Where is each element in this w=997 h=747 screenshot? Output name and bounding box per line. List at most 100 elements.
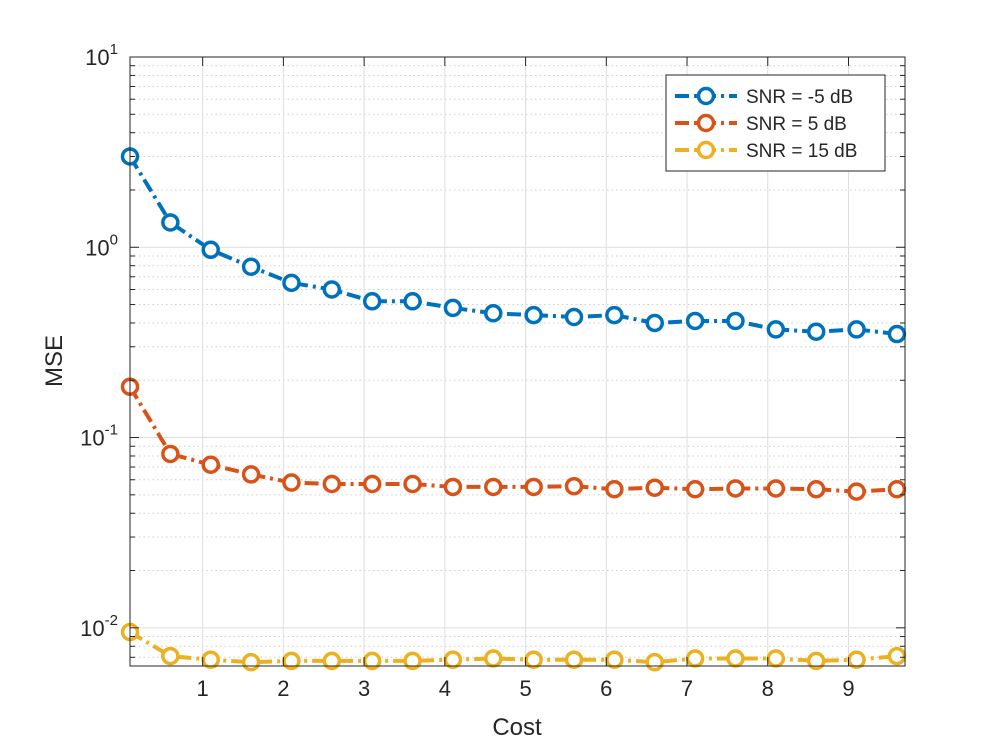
data-point <box>241 465 261 484</box>
data-point <box>766 649 786 668</box>
y-tick-base: 10 <box>80 616 104 641</box>
data-point <box>282 473 301 492</box>
data-point <box>766 320 786 339</box>
x-tick-label: 3 <box>358 676 370 701</box>
x-tick-label: 8 <box>762 676 774 701</box>
y-tick-label: 100 <box>85 231 118 260</box>
y-tick-label: 10-2 <box>80 612 118 641</box>
legend-item: SNR = -5 dB <box>675 86 853 108</box>
x-tick-label: 5 <box>519 676 531 701</box>
series-2 <box>120 377 907 501</box>
data-point <box>806 479 826 499</box>
legend: SNR = -5 dB SNR = 5 dB SNR = 15 dB <box>665 74 886 172</box>
series-line <box>128 630 898 665</box>
x-axis-label: Cost <box>492 714 542 741</box>
data-point <box>564 307 584 327</box>
x-tick-label: 9 <box>842 676 854 701</box>
y-tick-label: 10-1 <box>80 422 118 451</box>
x-tick-label: 7 <box>681 676 693 701</box>
data-point <box>443 650 463 669</box>
data-point <box>766 479 786 498</box>
data-point <box>847 650 866 669</box>
data-point <box>564 650 584 669</box>
x-tick-label: 2 <box>277 676 289 701</box>
x-tick-label: 6 <box>600 676 612 701</box>
data-point <box>726 479 745 498</box>
legend-item: SNR = 5 dB <box>675 113 847 135</box>
data-point <box>726 311 745 331</box>
data-point <box>201 240 220 260</box>
y-tick-base: 10 <box>80 426 104 451</box>
data-point <box>605 305 624 325</box>
legend-marker <box>696 86 716 106</box>
data-point <box>161 444 180 464</box>
data-point <box>524 477 543 497</box>
data-point <box>362 474 382 494</box>
data-point <box>403 292 422 311</box>
data-point <box>726 649 745 668</box>
data-point <box>403 651 422 671</box>
data-point <box>201 650 220 669</box>
legend-label: SNR = 5 dB <box>746 114 847 135</box>
data-point <box>484 477 503 497</box>
data-point <box>484 649 503 668</box>
data-point <box>887 479 907 499</box>
data-point <box>685 649 705 668</box>
legend-marker <box>696 140 716 160</box>
data-point <box>362 292 382 311</box>
data-point <box>685 479 705 499</box>
data-point <box>282 273 301 293</box>
data-point <box>484 304 503 323</box>
y-tick-exponent: 0 <box>110 231 118 248</box>
data-point <box>322 651 342 671</box>
legend-item: SNR = 15 dB <box>675 140 857 162</box>
y-tick-exponent: 1 <box>110 41 118 58</box>
data-point <box>161 646 180 666</box>
y-tick-base: 10 <box>85 45 109 70</box>
data-point <box>443 298 463 318</box>
plot-frame <box>129 56 906 667</box>
data-point <box>645 652 664 672</box>
series-1 <box>120 147 907 344</box>
y-axis-label: MSE <box>41 335 68 387</box>
data-point <box>645 313 664 333</box>
data-point <box>605 650 624 669</box>
y-tick-label: 101 <box>85 41 118 70</box>
data-point <box>322 280 342 299</box>
data-point <box>524 650 543 669</box>
data-point <box>201 455 220 474</box>
data-point <box>524 305 543 325</box>
data-point <box>645 478 664 497</box>
data-point <box>282 651 301 671</box>
y-tick-exponent: -2 <box>105 612 118 629</box>
data-point <box>887 646 907 666</box>
series-layer <box>120 147 907 672</box>
data-point <box>847 320 866 339</box>
y-tick-base: 10 <box>85 235 109 260</box>
data-point <box>443 477 463 497</box>
data-point <box>605 479 624 499</box>
x-tick-label: 4 <box>439 676 451 701</box>
y-tick-exponent: -1 <box>105 422 118 439</box>
data-point <box>403 474 422 494</box>
data-point <box>685 311 705 331</box>
x-axis: 1 2 3 4 5 6 7 8 9 <box>197 57 855 701</box>
legend-label: SNR = 15 dB <box>746 141 857 162</box>
data-point <box>362 651 382 671</box>
data-point <box>806 651 826 671</box>
legend-label: SNR = -5 dB <box>746 87 853 108</box>
minor-grid <box>130 65 905 658</box>
legend-marker <box>696 113 716 133</box>
data-point <box>241 652 261 672</box>
data-point <box>806 322 826 341</box>
data-point <box>847 482 866 501</box>
data-point <box>887 324 907 344</box>
data-point <box>564 476 584 496</box>
data-point <box>161 213 180 232</box>
series-3 <box>120 622 907 672</box>
data-point <box>241 257 261 277</box>
data-point <box>322 474 342 494</box>
x-tick-label: 1 <box>197 676 209 701</box>
